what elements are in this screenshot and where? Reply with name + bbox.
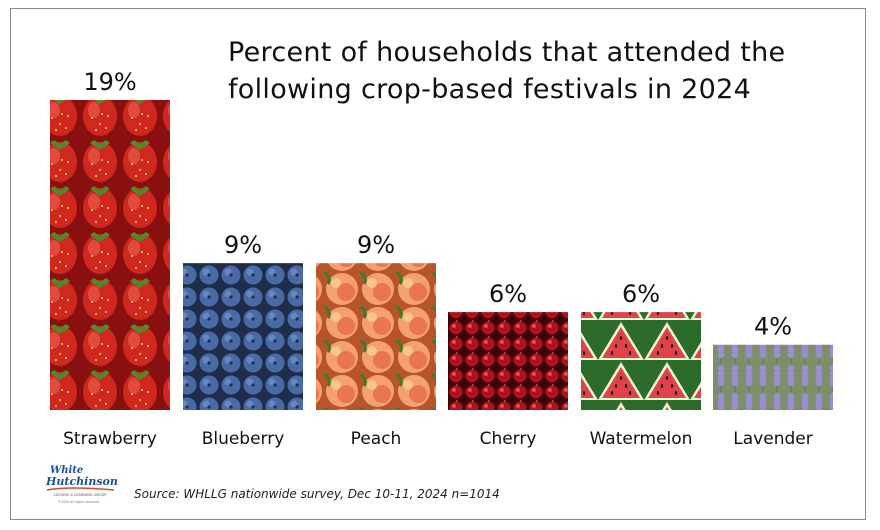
category-label-cherry: Cherry	[480, 429, 537, 449]
bar-blueberry	[183, 263, 303, 410]
value-label-peach: 9%	[357, 231, 395, 259]
bar-strawberry	[50, 100, 170, 410]
value-label-cherry: 6%	[489, 280, 527, 308]
svg-text:Hutchinson: Hutchinson	[45, 475, 118, 488]
value-label-blueberry: 9%	[224, 231, 262, 259]
category-label-watermelon: Watermelon	[590, 429, 693, 449]
white-hutchinson-logo: White Hutchinson LEISURE & LEARNING GROU…	[44, 462, 124, 506]
bar-peach	[316, 263, 436, 410]
bar-lavender	[713, 345, 833, 410]
value-label-lavender: 4%	[754, 313, 792, 341]
svg-text:©2025 all rights reserved: ©2025 all rights reserved	[58, 500, 99, 504]
value-label-watermelon: 6%	[622, 280, 660, 308]
svg-text:LEISURE & LEARNING GROUP: LEISURE & LEARNING GROUP	[54, 493, 107, 497]
category-label-lavender: Lavender	[733, 429, 812, 449]
bar-cherry	[448, 312, 568, 410]
category-label-blueberry: Blueberry	[202, 429, 285, 449]
category-label-peach: Peach	[351, 429, 402, 449]
bar-watermelon	[581, 312, 701, 410]
source-note: Source: WHLLG nationwide survey, Dec 10-…	[134, 487, 500, 501]
category-label-strawberry: Strawberry	[63, 429, 157, 449]
value-label-strawberry: 19%	[83, 68, 136, 96]
